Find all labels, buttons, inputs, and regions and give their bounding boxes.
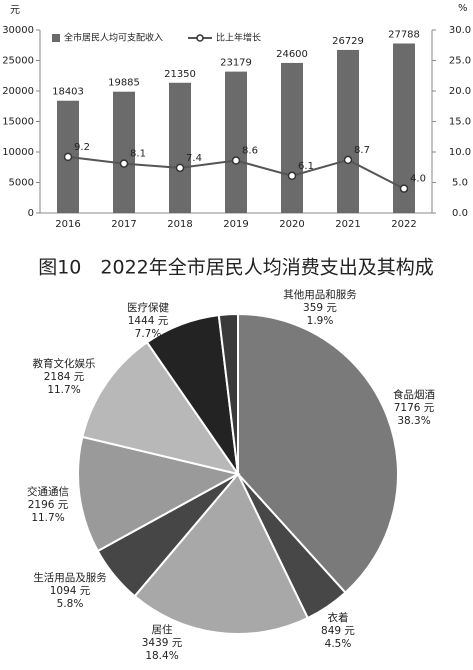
slice-value-label: 3439 元 (142, 637, 183, 649)
slice-percent-label: 7.7% (135, 328, 162, 340)
slice-value-label: 2196 元 (28, 499, 69, 511)
y-tick-label: 0 (28, 208, 34, 219)
line-value-label: 6.1 (298, 161, 314, 172)
y-tick-label: 5000 (9, 178, 34, 189)
slice-percent-label: 1.9% (307, 315, 334, 327)
x-tick-label: 2017 (111, 219, 136, 230)
x-tick-label: 2021 (335, 219, 360, 230)
pie-slice (217, 312, 239, 475)
y-tick-label: 25000 (2, 56, 34, 67)
slice-label: 交通通信 (27, 485, 69, 498)
x-tick-label: 2016 (55, 219, 80, 230)
y-tick-label: 15000 (2, 117, 34, 128)
y2-tick-label: 10.0 (449, 147, 471, 158)
y-tick-label: 10000 (2, 147, 34, 158)
bar (113, 91, 135, 213)
pie-slice (81, 340, 241, 476)
x-tick-label: 2020 (279, 219, 304, 230)
bar-value-label: 27788 (388, 29, 420, 40)
line-point (343, 155, 353, 165)
y2-tick-label: 25.0 (449, 56, 471, 67)
slice-value-label: 2184 元 (44, 371, 85, 383)
slice-percent-label: 5.8% (57, 598, 84, 610)
y-axis-unit: 元 (10, 5, 20, 16)
slice-percent-label: 11.7% (31, 512, 64, 524)
pie-slice (237, 312, 399, 595)
bar-value-label: 21350 (164, 69, 196, 80)
bar (225, 71, 247, 214)
chart-title: 图10 2022年全市居民人均消费支出及其构成 (38, 257, 434, 279)
bar-value-label: 19885 (108, 78, 140, 89)
x-tick-label: 2022 (391, 219, 416, 230)
slice-label: 医疗保健 (127, 301, 169, 314)
y-tick-label: 20000 (2, 86, 34, 97)
line-value-label: 8.1 (130, 149, 146, 160)
slice-label: 生活用品及服务 (33, 571, 107, 584)
bar-value-label: 24600 (276, 49, 308, 60)
legend-label: 全市居民人均可支配收入 (64, 32, 163, 44)
slice-value-label: 1444 元 (128, 315, 169, 327)
y2-tick-label: 20.0 (449, 86, 471, 97)
line-value-label: 8.7 (354, 145, 370, 156)
line-point (231, 156, 241, 165)
line-point (119, 159, 129, 168)
bar (169, 82, 191, 213)
bar (281, 62, 303, 213)
y2-axis-unit: % (458, 3, 468, 14)
line-point (175, 163, 185, 173)
legend-label: 比上年增长 (216, 32, 261, 44)
line-value-label: 9.2 (74, 142, 90, 153)
y2-tick-label: 0.0 (452, 208, 468, 219)
legend-marker (196, 34, 204, 42)
line-point (287, 171, 297, 181)
y2-tick-label: 15.0 (449, 117, 471, 128)
line-point (399, 184, 409, 193)
y2-tick-label: 5.0 (452, 178, 468, 189)
y-tick-label: 30000 (2, 25, 34, 36)
slice-percent-label: 38.3% (397, 415, 430, 427)
slice-label: 衣着 (328, 611, 349, 624)
bar (337, 49, 359, 214)
slice-value-label: 1094 元 (50, 585, 91, 597)
slice-label: 居住 (152, 623, 173, 636)
bar-value-label: 26729 (332, 36, 364, 47)
slice-value-label: 359 元 (303, 302, 337, 314)
slice-label: 食品烟酒 (393, 388, 435, 401)
slice-value-label: 7176 元 (394, 402, 435, 414)
x-tick-label: 2018 (167, 219, 192, 230)
line-point (63, 152, 73, 162)
legend-swatch (52, 34, 60, 42)
slice-label: 其他用品和服务 (283, 288, 357, 301)
slice-percent-label: 4.5% (325, 638, 352, 650)
x-tick-label: 2019 (223, 219, 248, 230)
slice-value-label: 849 元 (321, 625, 355, 637)
line-value-label: 8.6 (242, 146, 258, 157)
y2-tick-label: 30.0 (449, 25, 471, 36)
bar-value-label: 18403 (52, 87, 84, 98)
pie-slice (133, 472, 310, 635)
bar-value-label: 23179 (220, 58, 252, 69)
slice-percent-label: 18.4% (145, 650, 178, 662)
bar (393, 43, 415, 214)
line-value-label: 4.0 (410, 174, 426, 185)
slice-percent-label: 11.7% (47, 384, 80, 396)
line-value-label: 7.4 (186, 153, 202, 164)
slice-label: 教育文化娱乐 (33, 357, 96, 370)
